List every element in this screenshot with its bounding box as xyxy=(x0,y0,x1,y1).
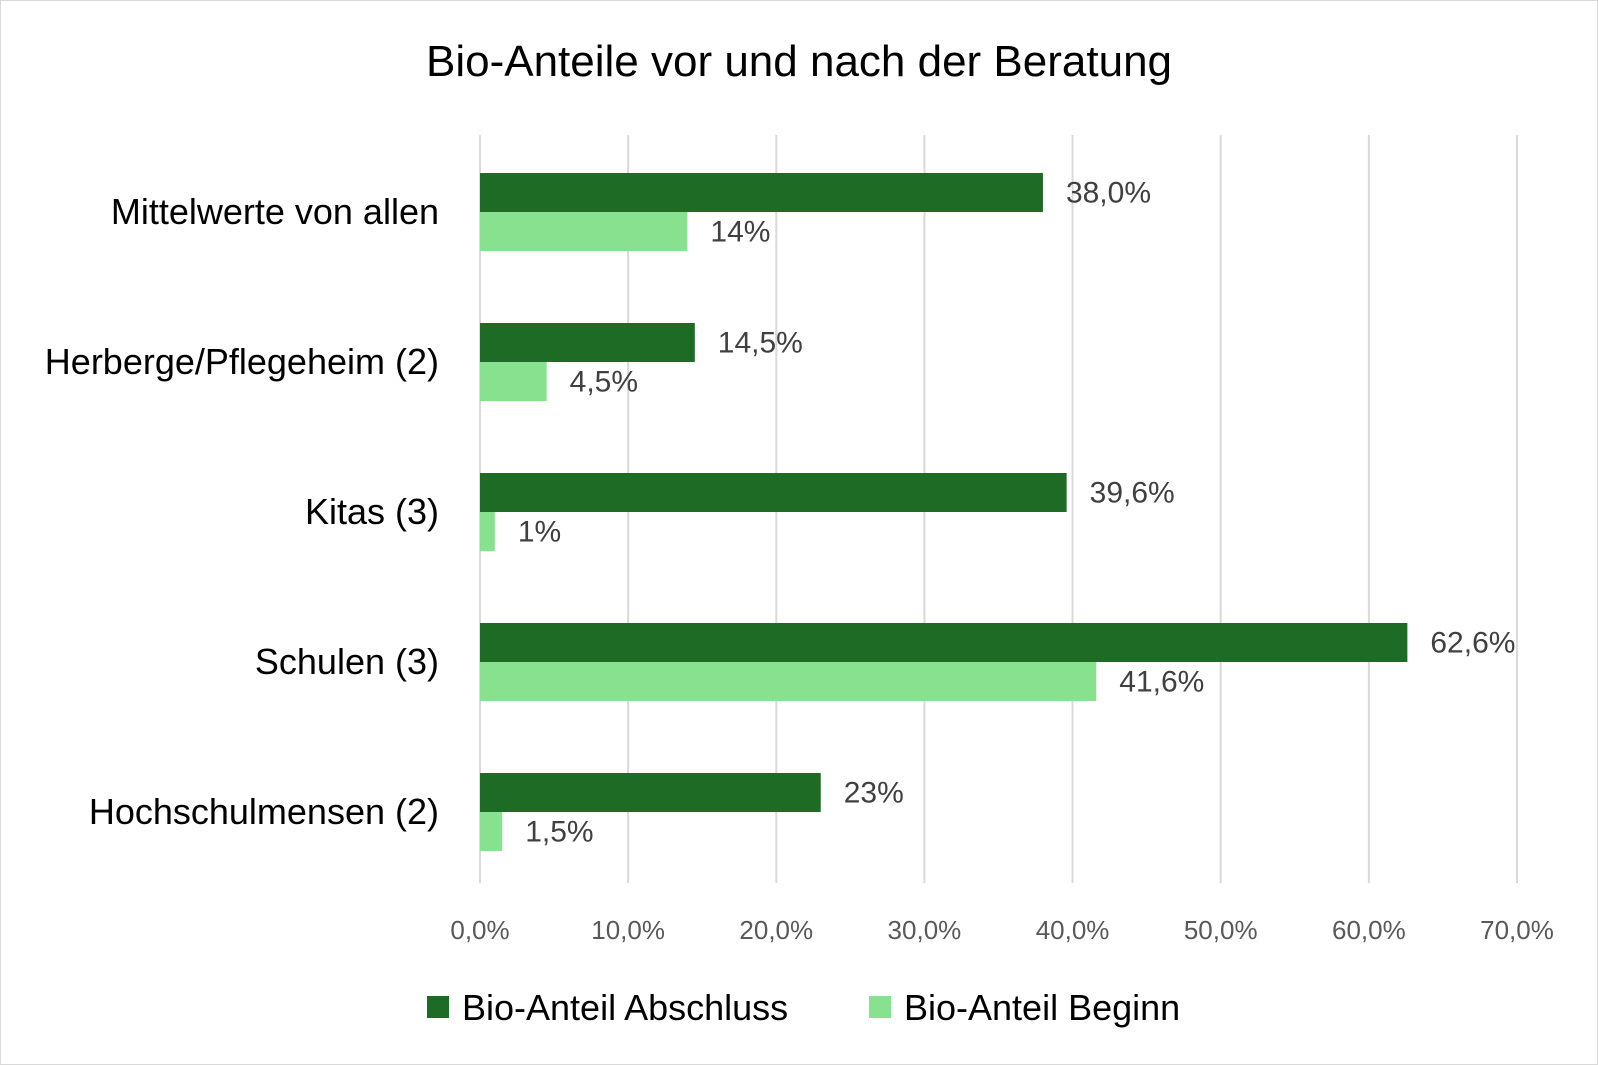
bars xyxy=(480,173,1408,851)
legend-entry: Bio-Anteil Beginn xyxy=(904,987,1180,1028)
data-label: 1% xyxy=(518,516,561,549)
x-tick-label: 0,0% xyxy=(450,915,509,945)
data-label: 14,5% xyxy=(718,327,803,360)
chart-title: Bio-Anteile vor und nach der Beratung xyxy=(426,37,1172,86)
bar-beginn xyxy=(480,662,1097,701)
data-label: 38,0% xyxy=(1066,177,1151,210)
legend-swatch xyxy=(869,996,891,1018)
bar-abschluss xyxy=(480,473,1067,512)
legend-swatch xyxy=(427,996,449,1018)
category-label: Herberge/Pflegeheim (2) xyxy=(45,341,439,382)
legend-entry: Bio-Anteil Abschluss xyxy=(462,987,788,1028)
x-tick-label: 50,0% xyxy=(1184,915,1258,945)
category-label: Hochschulmensen (2) xyxy=(89,791,439,832)
bar-beginn xyxy=(480,212,688,251)
bar-beginn xyxy=(480,512,495,551)
category-label: Schulen (3) xyxy=(255,641,439,682)
data-label: 4,5% xyxy=(570,366,638,399)
bar-abschluss xyxy=(480,323,695,362)
data-label: 41,6% xyxy=(1119,666,1204,699)
bar-abschluss xyxy=(480,773,821,812)
x-tick-label: 40,0% xyxy=(1036,915,1110,945)
category-label: Mittelwerte von allen xyxy=(111,191,439,232)
bar-beginn xyxy=(480,362,547,401)
bar-abschluss xyxy=(480,623,1408,662)
legend: Bio-Anteil Abschluss Bio-Anteil Beginn xyxy=(427,987,1180,1028)
data-label: 1,5% xyxy=(525,816,593,849)
category-labels: Mittelwerte von allen Herberge/Pflegeheim… xyxy=(45,191,439,832)
x-tick-label: 20,0% xyxy=(739,915,813,945)
data-label: 62,6% xyxy=(1430,627,1515,660)
category-label: Kitas (3) xyxy=(305,491,439,532)
x-tick-label: 30,0% xyxy=(888,915,962,945)
bar-beginn xyxy=(480,812,503,851)
bar-abschluss xyxy=(480,173,1043,212)
data-label: 23% xyxy=(844,777,904,810)
x-tick-labels: 0,0% 10,0% 20,0% 30,0% 40,0% 50,0% 60,0% 70,0% xyxy=(450,915,1554,945)
x-tick-label: 70,0% xyxy=(1480,915,1554,945)
data-label: 14% xyxy=(710,216,770,249)
x-tick-label: 60,0% xyxy=(1332,915,1406,945)
data-labels: 38,0% 14% 14,5% 4,5% 39,6% 1% 62,6% 41,6% 23% 1,5… xyxy=(518,177,1516,849)
x-tick-label: 10,0% xyxy=(591,915,665,945)
data-label: 39,6% xyxy=(1090,477,1175,510)
